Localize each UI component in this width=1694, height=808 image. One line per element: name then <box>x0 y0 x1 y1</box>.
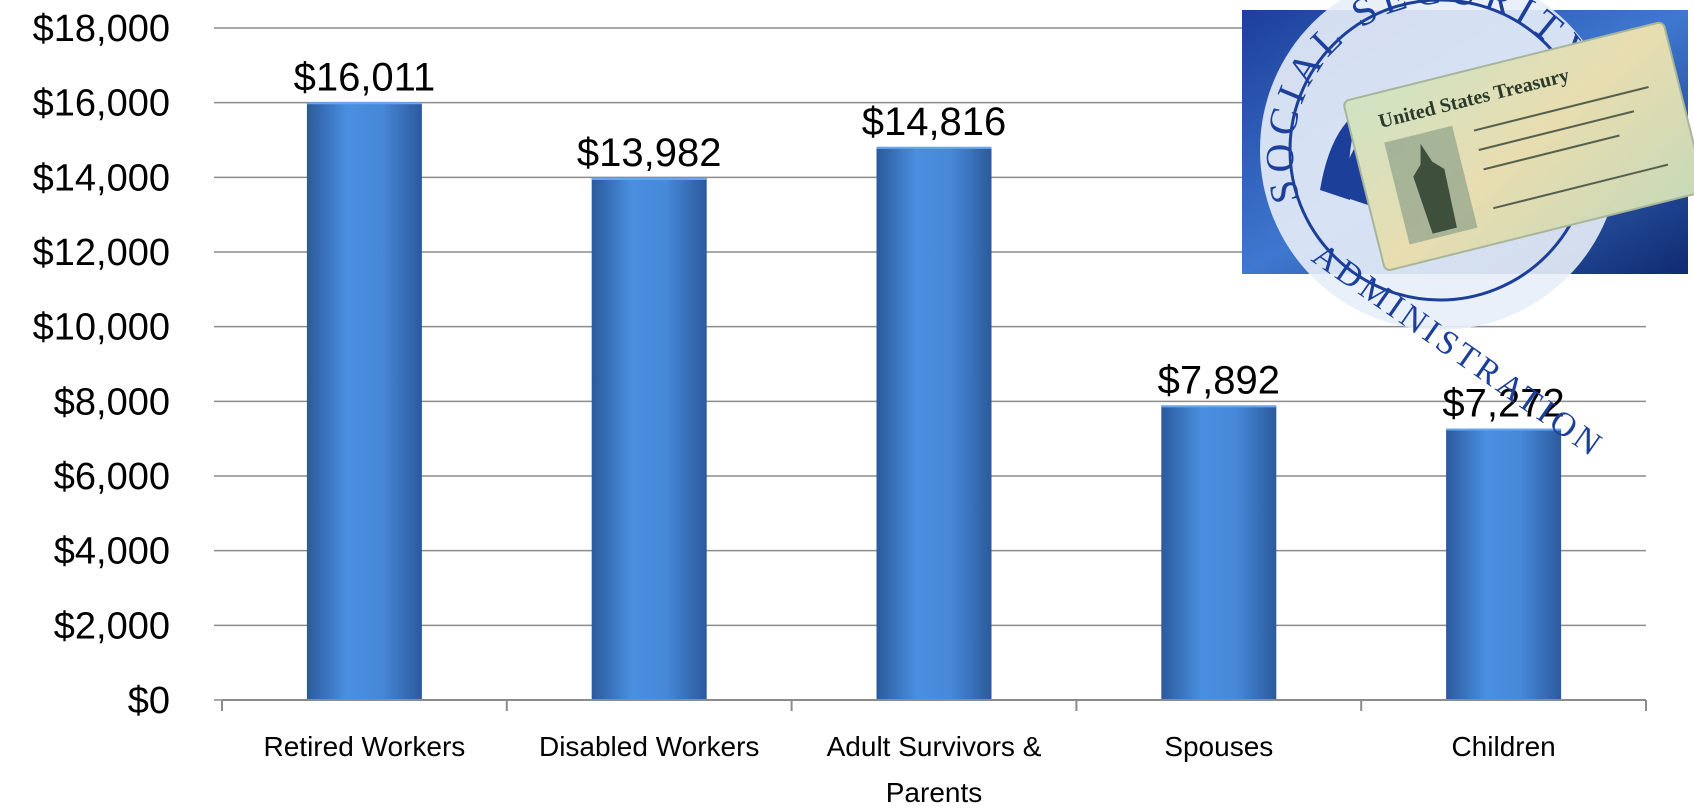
y-tick-label: $14,000 <box>33 157 170 199</box>
y-tick-label: $6,000 <box>54 456 170 498</box>
data-label: $14,816 <box>862 100 1007 144</box>
x-category-label: Disabled Workers <box>539 731 759 762</box>
x-category-label: Adult Survivors & <box>827 731 1042 762</box>
y-tick-label: $0 <box>128 680 170 722</box>
data-labels: $16,011 $13,982 $14,816 $7,892 $7,272 <box>294 55 1565 425</box>
x-category-label: Spouses <box>1164 731 1273 762</box>
bars <box>306 102 1562 701</box>
bar <box>1161 405 1277 700</box>
x-category-label: Parents <box>886 777 983 808</box>
x-category-label: Retired Workers <box>264 731 466 762</box>
y-tick-label: $18,000 <box>33 8 170 50</box>
y-axis-tick-labels: $0 $2,000 $4,000 $6,000 $8,000 $10,000 $12,000… <box>33 8 170 722</box>
x-axis <box>221 699 1647 711</box>
y-tick-label: $2,000 <box>54 605 170 647</box>
data-label: $16,011 <box>294 55 436 99</box>
y-tick-label: $12,000 <box>33 232 170 274</box>
bar <box>591 178 707 700</box>
x-axis-category-labels: Retired Workers Disabled Workers Adult Sur… <box>264 731 1556 808</box>
data-label: $7,272 <box>1442 382 1564 426</box>
y-tick-label: $8,000 <box>54 381 170 423</box>
bar <box>306 102 422 701</box>
y-tick-label: $4,000 <box>54 531 170 573</box>
data-label: $13,982 <box>577 131 722 175</box>
data-label: $7,892 <box>1158 358 1280 402</box>
y-tick-label: $16,000 <box>33 83 170 125</box>
bar <box>876 146 992 701</box>
x-category-label: Children <box>1451 731 1555 762</box>
y-tick-label: $10,000 <box>33 307 170 349</box>
bar <box>1446 428 1562 700</box>
